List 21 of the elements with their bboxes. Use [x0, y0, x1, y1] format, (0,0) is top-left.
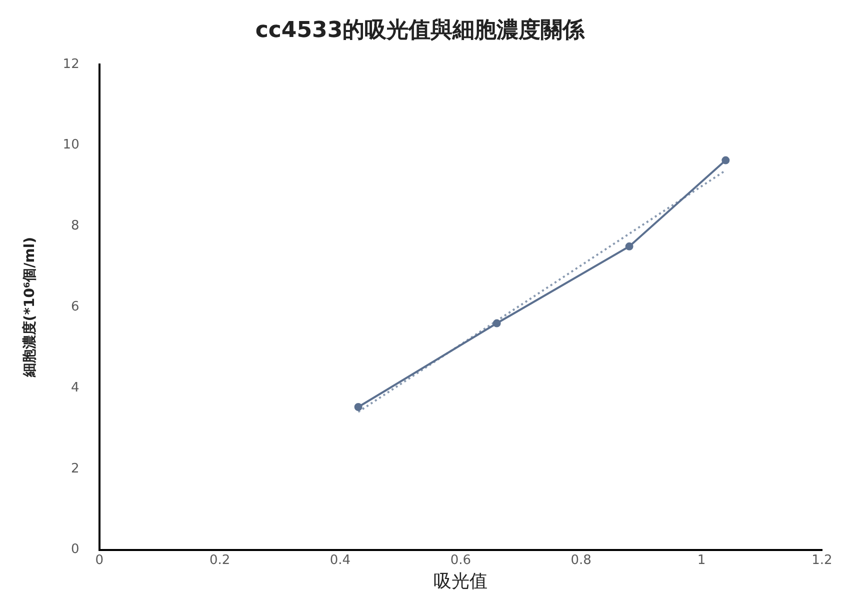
point — [492, 319, 501, 328]
y-tick-label: 2 — [71, 461, 80, 476]
x-tick-label: 1.2 — [812, 552, 832, 568]
point — [354, 403, 362, 412]
x-tick-label: 0.4 — [330, 552, 351, 568]
x-tick-label: 0.6 — [450, 552, 472, 568]
y-tick-label: 12 — [62, 56, 80, 72]
y-axis-title: 細胞濃度(*10⁶個/ml) — [21, 236, 38, 378]
y-tick-label: 6 — [71, 299, 80, 314]
chart-title: cc4533的吸光值與細胞濃度關係 — [255, 16, 586, 43]
x-tick-label: 0 — [95, 552, 104, 568]
x-tick-label: 1 — [697, 552, 706, 568]
point — [625, 242, 634, 250]
x-tick-label: 0.2 — [209, 552, 230, 568]
y-tick-label: 8 — [71, 218, 80, 234]
x-axis-title: 吸光值 — [434, 570, 488, 592]
x-tick-label: 0.8 — [570, 552, 592, 568]
point — [722, 156, 730, 164]
y-tick-label: 4 — [71, 380, 80, 396]
y-tick-label: 10 — [62, 138, 80, 153]
y-tick-label: 0 — [71, 542, 80, 558]
